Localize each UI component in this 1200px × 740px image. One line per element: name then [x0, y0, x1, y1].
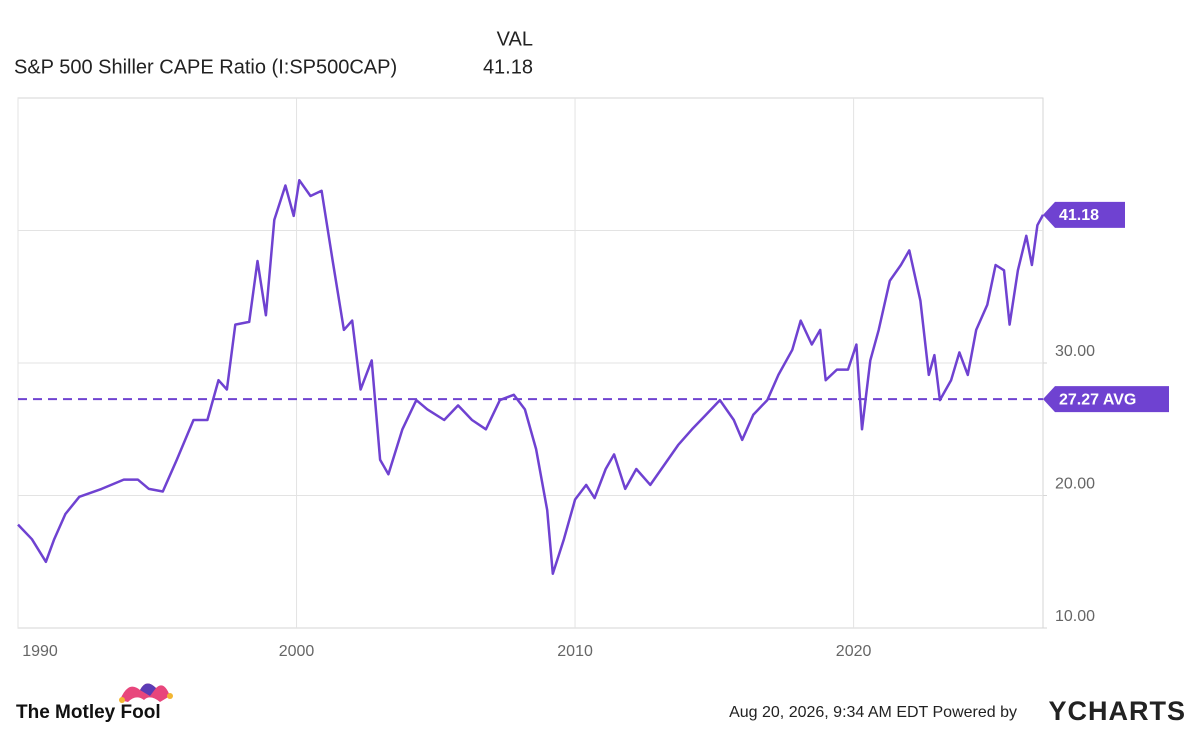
- series-value: 41.18: [483, 56, 533, 78]
- y-tick-label: 10.00: [1055, 608, 1095, 625]
- timestamp-text: Aug 20, 2026, 9:34 AM EDT: [729, 704, 928, 721]
- last-value-label: 41.18: [1059, 207, 1099, 224]
- x-tick-label: 1990: [22, 643, 58, 660]
- series-line: [17, 178, 1045, 575]
- series-name: S&P 500 Shiller CAPE Ratio (I:SP500CAP): [14, 56, 397, 78]
- x-tick-label: 2010: [557, 643, 593, 660]
- x-tick-label: 2020: [836, 643, 872, 660]
- logo: [119, 683, 173, 703]
- timestamp: Aug 20, 2026, 9:34 AM EDT Powered by: [729, 704, 1017, 721]
- value-header: VAL: [497, 28, 533, 50]
- x-tick-label: 2000: [279, 643, 315, 660]
- y-tick-label: 20.00: [1055, 476, 1095, 493]
- brand: The Motley Fool: [16, 702, 161, 723]
- last-value-tag: [1043, 201, 1125, 228]
- powered-by: Powered by: [933, 704, 1018, 721]
- average-tag: [1043, 386, 1169, 413]
- provider: YCHARTS: [1048, 696, 1186, 726]
- average-label: 27.27 AVG: [1059, 391, 1136, 408]
- y-tick-label: 30.00: [1055, 343, 1095, 360]
